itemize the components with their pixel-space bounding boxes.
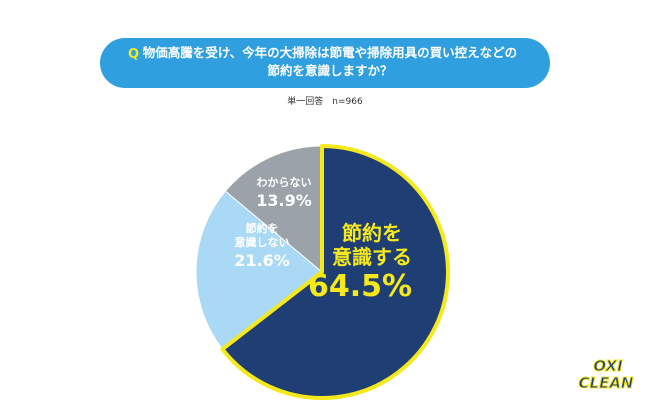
logo: OXI CLEAN (578, 357, 634, 393)
value-label: 64.5% (308, 269, 412, 304)
pie-slice (195, 190, 323, 350)
slice-label: 節約を意識しない (235, 221, 290, 249)
slice-label: 節約を意識する (332, 221, 412, 269)
pie-slice (220, 144, 450, 400)
value-label: 13.9% (256, 191, 312, 210)
slice-label: わからない (257, 176, 312, 189)
title: 物価高騰を受け、今年の大掃除は節電や掃除用具の買い控えなどの節約を意識しますか？ (143, 45, 517, 78)
value-label: 21.6% (234, 251, 290, 270)
logo-line: CLEAN (579, 374, 634, 392)
logo-line: OXI (593, 357, 623, 375)
header-pill (100, 38, 550, 88)
note: 単一回答 n=966 (287, 95, 363, 107)
pie-slice (224, 145, 323, 274)
question-mark: Q (128, 47, 139, 62)
